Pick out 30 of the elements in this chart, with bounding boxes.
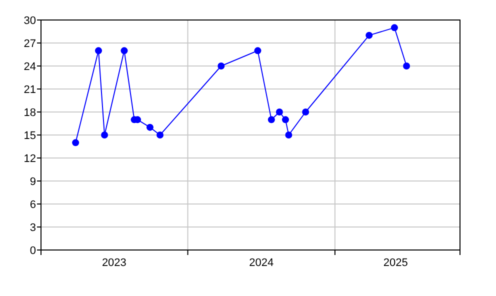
point [390,24,398,32]
y-tick-label: 21 [24,84,36,96]
y-tick-label: 27 [24,38,36,50]
point [101,132,108,138]
point [302,108,310,116]
point [254,47,262,54]
y-tick-label: 9 [30,176,36,188]
point [276,108,283,116]
x-tick-label: 2024 [249,257,274,269]
y-tick-label: 15 [24,130,36,142]
point [156,132,164,138]
x-tick-label: 2025 [383,257,408,269]
point [285,132,292,138]
y-tick-label: 12 [24,152,36,165]
point [268,116,275,124]
point [120,47,128,54]
x-tick-label: 2023 [102,257,126,269]
y-tick-label: 3 [30,222,36,234]
point [403,62,410,70]
point [95,47,102,54]
y-tick-label: 30 [24,14,36,27]
y-tick-label: 0 [30,244,36,257]
y-tick-label: 24 [24,60,36,73]
point [282,116,289,124]
y-tick-label: 6 [30,198,36,211]
point [146,124,154,131]
point [72,139,80,146]
y-tick-label: 18 [24,106,36,119]
point [218,62,225,70]
point [366,32,373,39]
